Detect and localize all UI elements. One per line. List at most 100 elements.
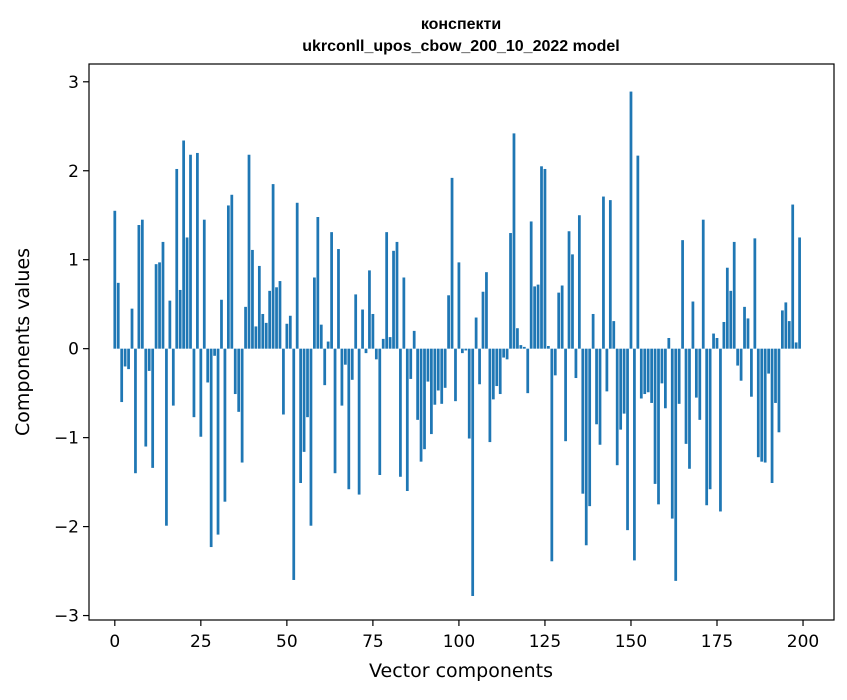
bar	[670, 348, 674, 519]
bar	[113, 210, 117, 349]
x-tick-label: 75	[362, 632, 384, 652]
x-axis-label: Vector components	[369, 660, 553, 682]
bar	[226, 205, 230, 349]
x-tick-label: 150	[615, 632, 647, 652]
bar	[794, 342, 798, 349]
bar	[316, 217, 320, 349]
bar	[756, 348, 760, 458]
bar	[657, 348, 660, 505]
bar	[343, 348, 347, 365]
bar	[292, 348, 296, 580]
y-axis-label: Components values	[12, 248, 34, 436]
bar	[364, 348, 368, 354]
bar	[488, 348, 492, 443]
bar	[123, 348, 127, 367]
bar	[354, 294, 358, 349]
bar	[447, 295, 450, 349]
bar	[244, 306, 247, 349]
bar	[540, 166, 543, 349]
bar	[257, 265, 261, 349]
bar	[319, 324, 323, 349]
bar	[684, 348, 688, 444]
bar	[127, 348, 130, 370]
bar	[770, 348, 774, 484]
bar	[516, 328, 519, 349]
bar	[715, 337, 719, 349]
bar	[595, 348, 598, 425]
bar	[405, 348, 409, 492]
bar	[598, 348, 602, 445]
bar	[120, 348, 124, 403]
bar	[526, 348, 530, 394]
bar	[701, 219, 705, 349]
bar	[130, 308, 134, 349]
bar	[739, 348, 743, 381]
bar	[154, 264, 158, 349]
bar	[278, 281, 282, 349]
bar	[185, 237, 189, 349]
bar	[216, 348, 220, 535]
bar	[688, 348, 691, 469]
bar	[450, 177, 454, 349]
bar	[478, 348, 481, 385]
bar	[512, 133, 516, 349]
bar	[767, 348, 770, 374]
bar	[209, 348, 213, 548]
bar	[340, 348, 344, 406]
bar	[436, 348, 440, 391]
bar	[547, 346, 550, 349]
bar	[192, 348, 196, 418]
bar	[495, 348, 499, 387]
bar	[691, 301, 695, 349]
bar	[361, 309, 364, 349]
bar	[388, 337, 392, 349]
y-tick-label: −3	[54, 607, 79, 627]
bar	[646, 348, 650, 393]
bar	[732, 241, 736, 349]
y-tick-label: −1	[54, 429, 79, 449]
bar	[161, 241, 165, 349]
bar	[299, 348, 303, 484]
bar	[763, 348, 767, 463]
bar	[629, 91, 633, 349]
bar	[509, 233, 512, 349]
bar	[309, 348, 313, 526]
bar	[660, 348, 664, 384]
x-tick-label: 175	[701, 632, 733, 652]
bar	[725, 267, 729, 349]
bar	[612, 321, 616, 349]
bar	[374, 348, 378, 360]
bar	[550, 348, 554, 562]
bar	[529, 221, 533, 349]
bar	[144, 348, 148, 447]
bar	[760, 348, 764, 462]
y-tick-label: −2	[54, 518, 79, 538]
bar	[213, 348, 216, 356]
y-tick-label: 0	[68, 340, 79, 360]
bar	[457, 262, 461, 349]
bar	[591, 313, 595, 349]
bar	[313, 277, 316, 349]
bar	[481, 291, 485, 349]
bar	[206, 348, 210, 383]
bar	[522, 346, 526, 349]
bar	[681, 240, 684, 349]
bar	[736, 348, 740, 366]
bar	[347, 348, 351, 490]
bar	[402, 277, 406, 349]
bar	[467, 348, 471, 439]
chart-title: конспекти	[421, 16, 501, 33]
bar	[571, 254, 574, 349]
bar	[412, 330, 416, 349]
bar	[175, 168, 179, 349]
y-tick-label: 2	[68, 162, 79, 182]
bar	[443, 348, 447, 388]
bar	[326, 341, 330, 349]
bar	[330, 232, 333, 349]
bar	[639, 348, 643, 399]
bar	[491, 348, 495, 400]
bar	[237, 348, 241, 412]
bar	[560, 285, 564, 349]
bar	[275, 287, 278, 349]
